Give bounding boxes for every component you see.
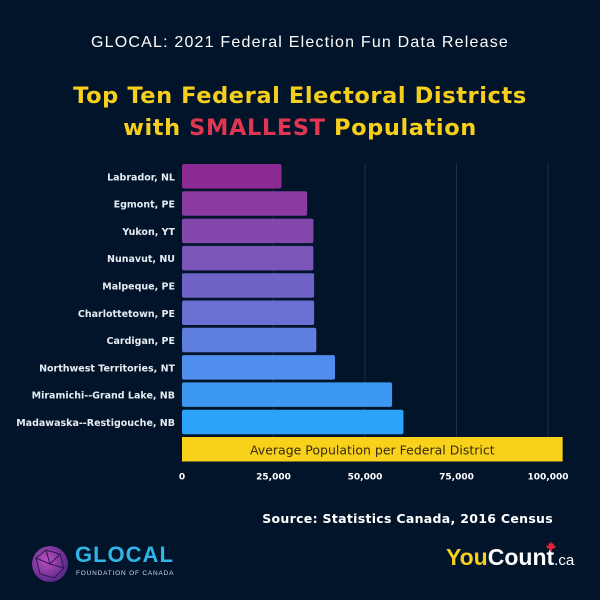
bar [182, 409, 404, 435]
grid-lines [273, 164, 549, 450]
bars [182, 164, 404, 435]
average-label: Average Population per Federal District [250, 442, 495, 457]
category-label: Northwest Territories, NT [39, 363, 175, 374]
bar [182, 355, 335, 380]
bar [182, 164, 282, 189]
bar [182, 300, 315, 325]
bar [182, 218, 314, 244]
average-bar [182, 437, 563, 462]
title-prefix: with [123, 115, 190, 141]
title-highlight: SMALLEST [189, 115, 326, 141]
title-suffix: Population [325, 115, 477, 141]
bar [182, 191, 308, 216]
x-tick-label: 0 [179, 473, 185, 483]
bar [182, 327, 317, 353]
title-line-2: with SMALLEST Population [0, 112, 600, 144]
glocal-subtitle: FOUNDATION OF CANADA [76, 570, 175, 577]
bar [182, 382, 393, 407]
release-header: GLOCAL: 2021 Federal Election Fun Data R… [90, 34, 510, 51]
x-tick-label: 100,000 [528, 473, 569, 483]
category-labels: Labrador, NL Egmont, PE Yukon, YT Nunavut, … [16, 172, 175, 429]
category-label: Egmont, PE [114, 200, 175, 211]
x-tick-labels: 0 25,000 50,000 75,000 100,000 [179, 473, 569, 483]
title-line-1: Top Ten Federal Electoral Districts [73, 83, 527, 109]
category-label: Nunavut, NU [107, 254, 175, 265]
category-label: Madawaska--Restigouche, NB [16, 418, 175, 429]
chart-title: Top Ten Federal Electoral Districts with… [0, 80, 600, 144]
bar [182, 245, 314, 271]
category-label: Labrador, NL [107, 172, 175, 183]
youcount-ca: .ca [554, 552, 575, 569]
category-label: Yukon, YT [121, 227, 175, 238]
globe-icon [32, 546, 68, 582]
youcount-logo: YouCount.ca [446, 544, 574, 571]
x-tick-label: 25,000 [256, 473, 291, 483]
maple-leaf-icon [546, 541, 556, 552]
source-note: Source: Statistics Canada, 2016 Census [262, 511, 553, 526]
category-label: Cardigan, PE [107, 336, 175, 347]
x-tick-label: 75,000 [439, 473, 474, 483]
bar-chart: Labrador, NL Egmont, PE Yukon, YT Nunavut, … [16, 164, 569, 483]
category-label: Malpeque, PE [102, 281, 175, 292]
youcount-you: You [446, 544, 488, 570]
average-bar-group: Average Population per Federal District [182, 437, 563, 462]
glocal-logo: GLOCAL FOUNDATION OF CANADA [30, 542, 200, 588]
youcount-count: Count [487, 544, 555, 570]
glocal-name: GLOCAL [75, 542, 174, 567]
category-label: Miramichi--Grand Lake, NB [32, 391, 175, 402]
x-tick-label: 50,000 [348, 473, 383, 483]
bar [182, 273, 315, 298]
category-label: Charlottetown, PE [78, 309, 175, 320]
